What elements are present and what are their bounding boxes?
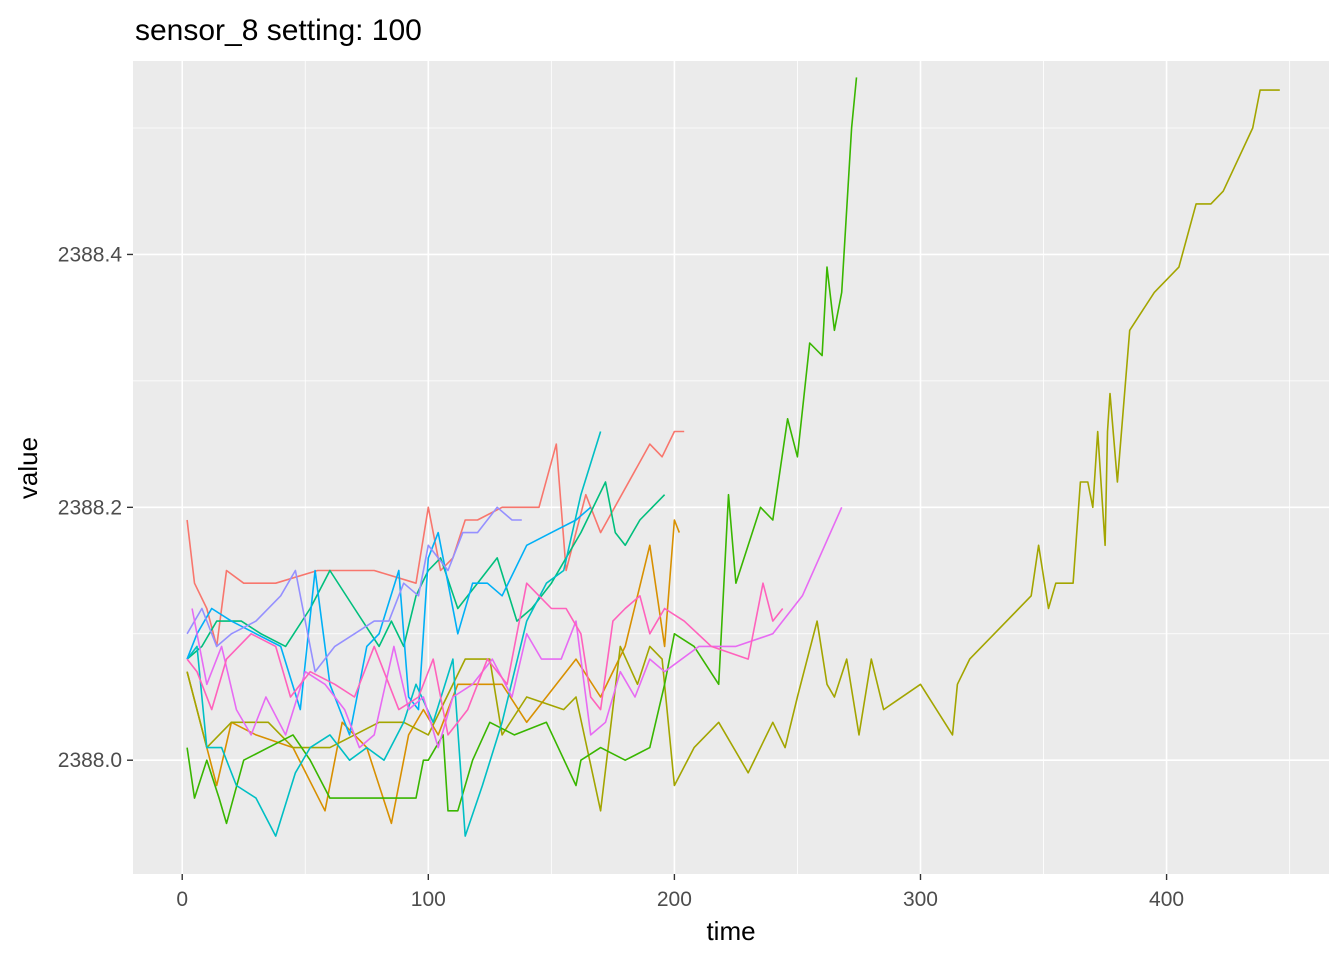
y-tick-label: 2388.4 (58, 243, 123, 266)
plot-panel (133, 61, 1329, 874)
series-line-7 (186, 506, 592, 736)
series-line-3 (186, 89, 1280, 812)
y-tick-label: 2388.2 (58, 496, 122, 519)
y-axis: 2388.0 2388.2 2388.4 (58, 243, 133, 772)
series-line-5 (186, 481, 666, 660)
series-line-9 (191, 506, 843, 749)
y-tick-label: 2388.0 (58, 749, 122, 772)
series-line-10 (186, 582, 784, 736)
x-axis: 0 100 200 300 400 (176, 874, 1184, 911)
series-line-6 (186, 431, 602, 837)
x-tick-label: 200 (657, 888, 692, 911)
x-tick-label: 300 (903, 888, 938, 911)
chart-title: sensor_8 setting: 100 (135, 14, 422, 47)
x-tick-label: 400 (1149, 888, 1184, 911)
x-axis-title: time (706, 916, 755, 946)
y-axis-title: value (13, 437, 43, 499)
x-tick-label: 100 (411, 888, 446, 911)
major-gridlines (133, 61, 1329, 874)
series-line-4 (186, 77, 858, 825)
x-tick-label: 0 (176, 888, 188, 911)
series-line-8 (186, 506, 522, 673)
series-lines (186, 77, 1280, 837)
minor-gridlines (133, 61, 1329, 874)
